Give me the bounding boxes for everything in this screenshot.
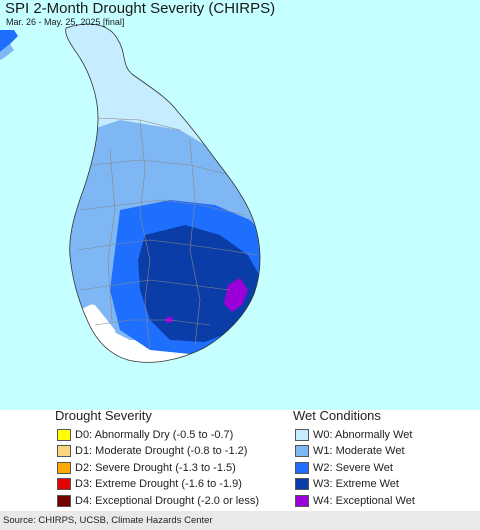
- zone-w4-spot: [165, 316, 173, 323]
- district-boundaries: [77, 117, 259, 351]
- zone-w3-southeast: [138, 225, 260, 342]
- drought-legend-label: D4: Exceptional Drought (-2.0 or less): [75, 494, 260, 507]
- wet-legend-label: W3: Extreme Wet: [313, 478, 399, 490]
- drought-legend-item: D0: Abnormally Dry (-0.5 to -0.7): [57, 427, 233, 442]
- map-subtitle: Mar. 26 - May. 25, 2025 [final]: [6, 17, 125, 27]
- wet-legend-item: W3: Extreme Wet: [295, 477, 399, 492]
- drought-legend-label: D1: Moderate Drought (-0.8 to -1.2): [75, 445, 248, 457]
- wet-legend-label: W4: Exceptional Wet: [313, 494, 415, 507]
- drought-legend-swatch: [57, 494, 71, 507]
- wet-legend-item: W4: Exceptional Wet: [295, 493, 415, 508]
- zone-w4-east: [224, 278, 248, 312]
- drought-legend-swatch: [57, 461, 71, 474]
- wet-legend-label: W1: Moderate Wet: [313, 445, 405, 457]
- wet-legend-label: W0: Abnormally Wet: [313, 428, 413, 441]
- drought-legend-label: D3: Extreme Drought (-1.6 to -1.9): [75, 478, 242, 490]
- india-coast: [0, 30, 18, 52]
- map-title: SPI 2-Month Drought Severity (CHIRPS): [5, 0, 276, 17]
- drought-map: [0, 0, 480, 410]
- drought-legend-heading: Drought Severity: [55, 408, 152, 423]
- footer-bar: Source: CHIRPS, UCSB, Climate Hazards Ce…: [0, 511, 480, 530]
- wet-legend-swatch: [295, 478, 309, 490]
- india-coast-light: [0, 44, 14, 60]
- wet-legend-swatch: [295, 428, 309, 441]
- wet-legend-swatch: [295, 461, 309, 474]
- wet-legend-swatch: [295, 494, 309, 507]
- island-outline: [65, 23, 261, 363]
- wet-legend-item: W2: Severe Wet: [295, 460, 393, 475]
- drought-legend-item: D4: Exceptional Drought (-2.0 or less): [57, 493, 259, 508]
- source-text: Source: CHIRPS, UCSB, Climate Hazards Ce…: [3, 515, 213, 526]
- drought-legend-swatch: [57, 445, 71, 457]
- wet-legend-swatch: [295, 445, 309, 457]
- wet-legend-item: W1: Moderate Wet: [295, 444, 405, 459]
- wet-legend-item: W0: Abnormally Wet: [295, 427, 412, 442]
- drought-legend-item: D2: Severe Drought (-1.3 to -1.5): [57, 460, 236, 475]
- drought-legend-label: D0: Abnormally Dry (-0.5 to -0.7): [75, 428, 234, 441]
- drought-legend-item: D3: Extreme Drought (-1.6 to -1.9): [57, 477, 242, 492]
- wet-legend-label: W2: Severe Wet: [313, 461, 393, 474]
- wet-legend-heading: Wet Conditions: [293, 408, 381, 423]
- drought-legend-swatch: [57, 428, 71, 441]
- drought-legend-swatch: [57, 478, 71, 490]
- drought-legend-label: D2: Severe Drought (-1.3 to -1.5): [75, 461, 236, 474]
- drought-legend-item: D1: Moderate Drought (-0.8 to -1.2): [57, 444, 247, 459]
